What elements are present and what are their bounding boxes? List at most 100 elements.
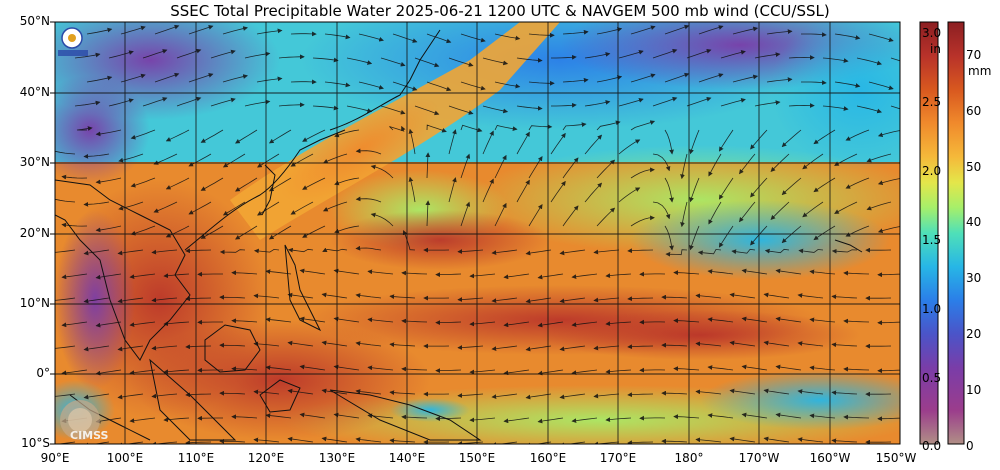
wind-arrow xyxy=(627,344,654,350)
wind-arrow xyxy=(163,369,190,375)
wind-arrow xyxy=(95,273,122,280)
wind-arrow xyxy=(188,25,214,35)
wind-arrow xyxy=(618,98,644,107)
wind-arrow xyxy=(108,98,134,107)
wind-streamlines xyxy=(55,24,900,444)
colorbar-mm-tick: 40 xyxy=(966,215,982,229)
wind-arrow xyxy=(402,230,416,251)
colorbar-mm-unit: mm xyxy=(968,64,992,78)
wind-arrow xyxy=(61,369,88,376)
wind-arrow xyxy=(802,153,824,170)
wind-arrow xyxy=(627,296,654,302)
lon-label: 140°E xyxy=(388,451,426,465)
wind-arrow xyxy=(457,249,484,254)
lon-label: 120°E xyxy=(247,451,285,465)
wind-arrow xyxy=(763,340,790,347)
wind-arrow xyxy=(605,321,632,326)
wind-arrow xyxy=(718,225,734,248)
colorbar-in-unit: in xyxy=(930,42,941,56)
wind-arrow xyxy=(302,129,326,142)
wind-arrow xyxy=(176,96,202,107)
wind-arrow xyxy=(689,225,700,251)
wind-arrow xyxy=(367,413,394,419)
wind-arrow xyxy=(256,76,283,83)
tpw-field xyxy=(55,22,900,444)
wind-arrow xyxy=(781,129,802,148)
wind-arrow xyxy=(491,249,518,255)
colorbar-mm-tick: 60 xyxy=(966,104,982,118)
wind-arrow xyxy=(877,320,900,326)
wind-arrow xyxy=(596,27,623,35)
wind-arrow xyxy=(163,417,190,423)
wind-arrow xyxy=(797,341,824,347)
wind-arrow xyxy=(763,292,790,299)
wind-arrow xyxy=(142,97,168,107)
wind-arrow xyxy=(389,390,416,395)
wind-arrow xyxy=(334,129,360,138)
wind-arrow xyxy=(290,153,314,167)
wind-arrow xyxy=(630,25,656,35)
wind-arrow xyxy=(739,153,756,175)
lon-label: 170°W xyxy=(738,451,780,465)
wind-arrow xyxy=(460,81,486,91)
wind-arrow xyxy=(469,321,496,327)
wind-arrow xyxy=(355,293,382,299)
map-title: SSEC Total Precipitable Water 2025-06-21… xyxy=(170,2,830,20)
wind-arrow xyxy=(584,52,611,59)
wind-arrow xyxy=(278,54,305,60)
wind-arrow xyxy=(593,297,620,303)
wind-arrow xyxy=(86,75,113,83)
wind-arrow xyxy=(877,178,900,185)
wind-arrow xyxy=(627,440,654,444)
wind-arrow xyxy=(551,102,577,108)
wind-arrow xyxy=(834,153,858,166)
wind-arrow xyxy=(664,177,674,203)
wind-arrow xyxy=(754,100,781,107)
wind-arrow xyxy=(525,249,552,256)
wind-arrow xyxy=(775,364,802,371)
wind-arrow xyxy=(355,389,382,395)
wind-arrow xyxy=(425,200,431,227)
wind-arrow xyxy=(61,273,88,280)
lat-label: 0° xyxy=(36,366,50,380)
wind-arrow xyxy=(95,417,122,424)
wind-arrow xyxy=(200,129,224,143)
wind-arrow xyxy=(741,268,768,275)
wind-arrow xyxy=(333,412,360,419)
wind-arrow xyxy=(358,33,384,42)
wind-arrow xyxy=(491,297,518,303)
wind-arrow xyxy=(596,207,616,227)
lon-label: 150°W xyxy=(875,451,917,465)
wind-arrow xyxy=(401,270,428,276)
wind-arrow xyxy=(698,25,724,35)
wind-arrow xyxy=(845,225,870,237)
wind-arrow xyxy=(494,202,507,227)
wind-arrow xyxy=(503,321,530,328)
wind-arrow xyxy=(770,201,790,220)
wind-arrow xyxy=(630,73,656,83)
wind-arrow xyxy=(61,321,88,328)
wind-arrow xyxy=(222,153,246,168)
wind-arrow xyxy=(185,392,212,398)
wind-arrow xyxy=(55,249,76,253)
lon-label: 100°E xyxy=(106,451,144,465)
wind-arrow xyxy=(76,126,93,131)
wind-arrow xyxy=(503,273,530,280)
colorbar-in-tick: 0.0 xyxy=(922,439,942,453)
wind-arrow xyxy=(627,392,654,398)
wind-arrow xyxy=(165,177,190,190)
wind-arrow xyxy=(877,368,900,374)
lat-label: 30°N xyxy=(19,155,50,169)
wind-arrow xyxy=(401,318,428,324)
wind-arrow xyxy=(831,438,858,444)
wind-arrow xyxy=(797,293,824,299)
wind-arrow xyxy=(151,345,178,351)
axis-ticks xyxy=(50,21,55,445)
wind-arrow xyxy=(482,57,509,66)
wind-arrow xyxy=(55,393,76,397)
colorbar-in-tick: 2.0 xyxy=(922,164,942,178)
wind-arrow xyxy=(200,177,224,191)
wind-arrow xyxy=(630,215,655,227)
wind-arrow xyxy=(763,436,790,443)
colorbar-in-tick: 1.5 xyxy=(922,233,942,247)
